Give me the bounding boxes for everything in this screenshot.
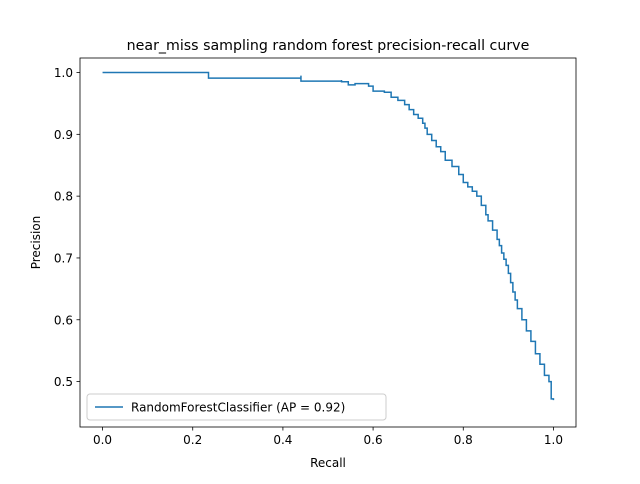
ticks-layer: 0.0 0.2 0.4 0.6 0.8 1.0 0.5 0.6 0.7 0.8 0.9 1.0 <box>54 66 563 447</box>
plot-area <box>80 58 576 427</box>
y-axis-label: Precision <box>29 216 43 270</box>
legend-series-label: RandomForestClassifier (AP = 0.92) <box>131 401 345 415</box>
y-tick-label: 1.0 <box>54 66 73 80</box>
y-tick-label: 0.5 <box>54 375 73 389</box>
y-tick-label: 0.9 <box>54 128 73 142</box>
x-tick-label: 0.4 <box>273 433 292 447</box>
x-tick-label: 0.2 <box>183 433 202 447</box>
axes-frame <box>79 57 577 428</box>
series-line-0 <box>102 71 555 401</box>
y-tick-label: 0.8 <box>54 190 73 204</box>
x-tick-label: 0.8 <box>454 433 473 447</box>
chart-title: near_miss sampling random forest precisi… <box>127 38 530 54</box>
x-tick-label: 1.0 <box>544 433 563 447</box>
x-tick-label: 0.0 <box>93 433 112 447</box>
y-tick-label: 0.7 <box>54 251 73 265</box>
x-tick-label: 0.6 <box>364 433 383 447</box>
legend: RandomForestClassifier (AP = 0.92) <box>86 393 387 421</box>
y-tick-label: 0.6 <box>54 313 73 327</box>
x-axis-label: Recall <box>310 456 346 470</box>
series-layer <box>102 71 555 401</box>
legend-frame <box>86 393 387 421</box>
